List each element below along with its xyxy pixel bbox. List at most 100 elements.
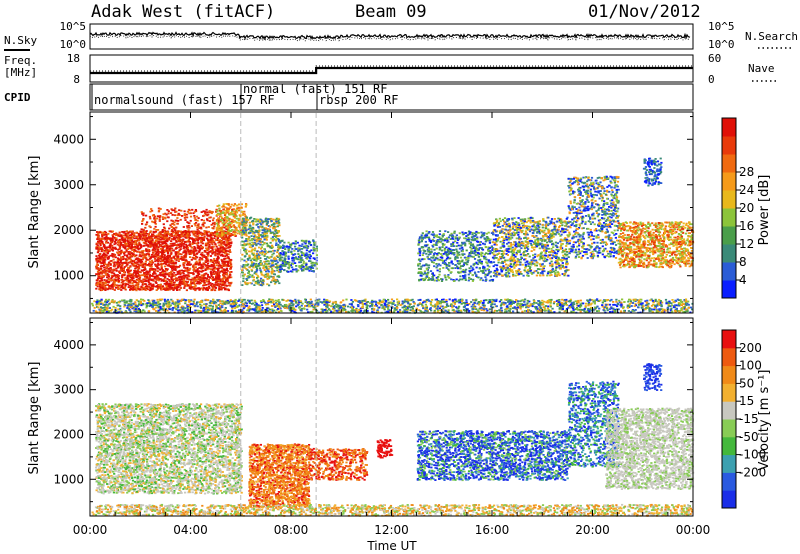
data-cell: [253, 255, 257, 257]
data-cell: [261, 229, 264, 232]
data-cell: [271, 253, 274, 256]
data-cell: [263, 253, 267, 256]
data-cell: [143, 255, 146, 257]
data-cell: [124, 247, 127, 250]
data-cell: [222, 286, 225, 289]
data-cell: [150, 275, 153, 277]
data-cell: [215, 222, 218, 225]
data-cell: [147, 234, 150, 236]
data-cell: [166, 239, 169, 241]
data-cell: [235, 210, 238, 213]
data-cell: [290, 251, 293, 253]
data-cell: [251, 275, 254, 278]
data-cell: [171, 279, 174, 282]
data-cell: [300, 250, 303, 253]
data-cell: [107, 241, 110, 244]
data-cell: [127, 273, 130, 276]
data-cell: [275, 232, 278, 234]
data-cell: [291, 263, 294, 265]
data-cell: [444, 238, 447, 241]
data-cell: [193, 276, 197, 279]
data-cell: [162, 242, 165, 245]
data-cell: [280, 263, 283, 266]
data-cell: [178, 234, 181, 236]
data-cell: [436, 236, 439, 238]
data-cell: [149, 257, 152, 259]
data-cell: [173, 265, 176, 268]
data-cell: [98, 269, 101, 272]
data-cell: [192, 269, 195, 271]
data-cell: [120, 242, 123, 244]
data-cell: [153, 221, 157, 224]
data-cell: [218, 278, 221, 280]
data-cell: [259, 280, 262, 282]
data-cell: [482, 242, 485, 245]
data-cell: [102, 233, 105, 236]
data-cell: [200, 267, 203, 270]
data-cell: [186, 216, 189, 219]
data-cell: [174, 265, 177, 268]
data-cell: [255, 218, 258, 221]
data-cell: [251, 257, 254, 260]
data-cell: [244, 248, 247, 251]
data-cell: [200, 241, 203, 244]
data-cell: [203, 214, 206, 217]
data-cell: [217, 219, 220, 222]
data-cell: [135, 284, 138, 286]
data-cell: [142, 262, 145, 265]
data-cell: [167, 212, 170, 215]
data-cell: [276, 238, 279, 240]
data-cell: [270, 247, 273, 249]
data-cell: [252, 227, 255, 229]
data-cell: [207, 251, 210, 254]
data-cell: [258, 220, 262, 222]
data-cell: [170, 253, 173, 256]
data-cell: [262, 264, 266, 267]
data-cell: [464, 242, 467, 245]
data-cell: [433, 252, 436, 254]
data-cell: [133, 235, 136, 237]
data-cell: [175, 210, 178, 213]
data-cell: [109, 266, 112, 269]
data-cell: [287, 251, 290, 253]
data-cell: [220, 215, 223, 218]
data-cell: [272, 249, 275, 252]
data-cell: [264, 258, 267, 260]
data-cell: [176, 222, 179, 225]
data-cell: [134, 247, 137, 249]
data-cell: [467, 230, 471, 233]
data-cell: [212, 271, 215, 274]
data-cell: [221, 217, 224, 220]
data-cell: [213, 241, 216, 244]
data-cell: [216, 259, 219, 262]
data-cell: [201, 265, 204, 268]
data-cell: [298, 265, 301, 267]
data-cell: [202, 237, 205, 239]
data-cell: [225, 212, 228, 215]
data-cell: [96, 283, 99, 286]
data-cell: [131, 277, 134, 280]
data-cell: [219, 220, 222, 223]
data-cell: [194, 247, 197, 249]
data-cell: [175, 236, 178, 239]
data-cell: [97, 275, 100, 278]
data-cell: [118, 248, 121, 250]
data-cell: [138, 271, 141, 273]
data-cell: [131, 260, 134, 263]
data-cell: [315, 245, 318, 248]
data-cell: [172, 289, 175, 291]
data-cell: [151, 249, 154, 252]
data-cell: [185, 259, 188, 261]
data-cell: [488, 240, 491, 242]
data-cell: [98, 239, 101, 241]
data-cell: [118, 263, 121, 265]
data-cell: [266, 221, 269, 224]
data-cell: [423, 264, 426, 267]
data-cell: [207, 239, 210, 241]
data-cell: [433, 265, 436, 268]
data-cell: [277, 271, 280, 273]
data-cell: [248, 224, 252, 227]
data-cell: [125, 249, 128, 251]
data-cell: [110, 248, 113, 251]
data-cell: [271, 244, 274, 247]
